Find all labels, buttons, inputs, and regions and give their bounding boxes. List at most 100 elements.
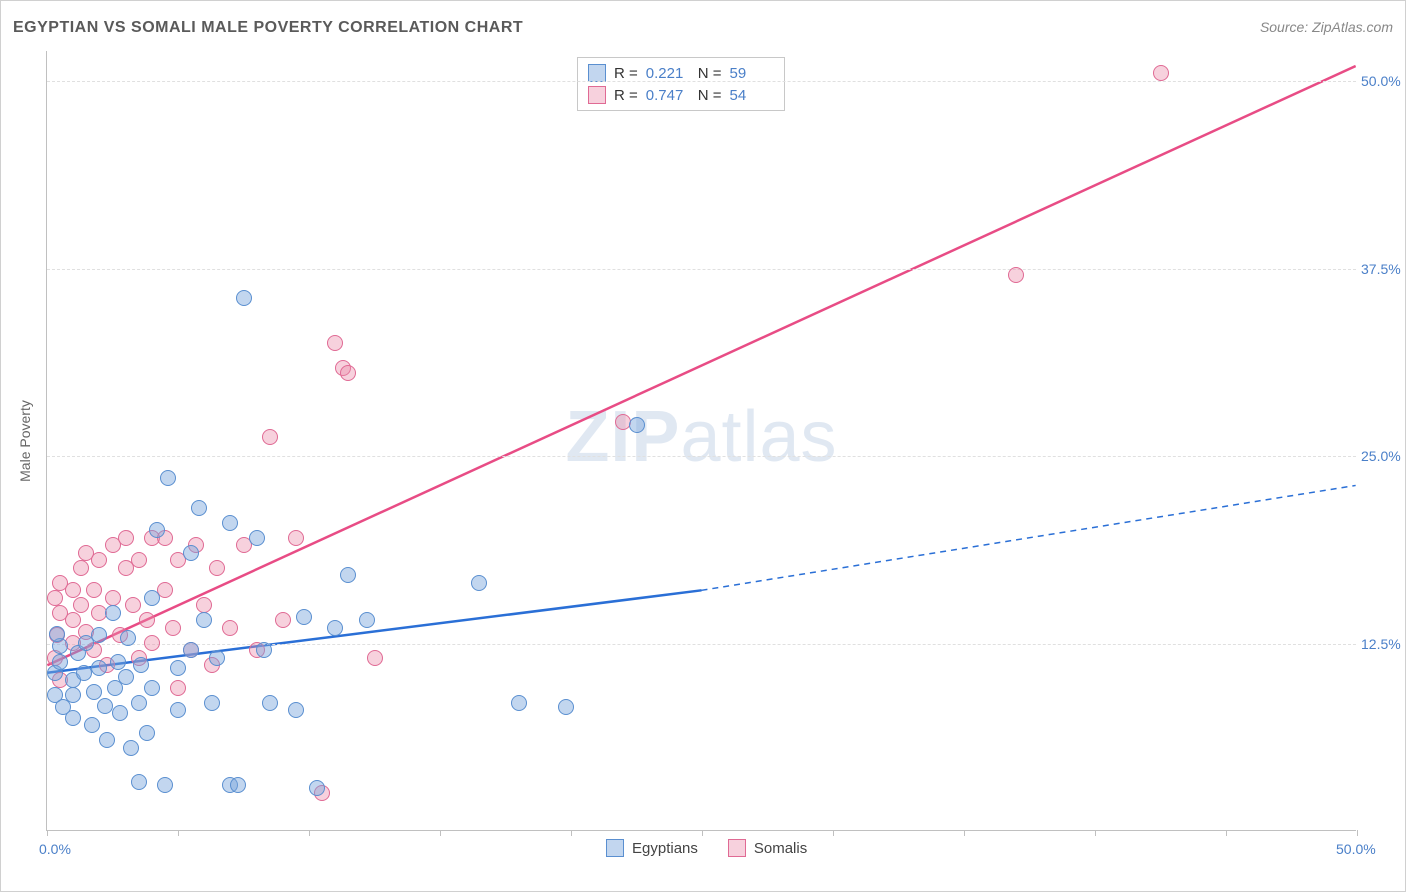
data-point-egyptians [170,660,186,676]
watermark: ZIPatlas [565,395,837,477]
data-point-somalis [131,552,147,568]
y-tick-label: 25.0% [1361,448,1406,464]
data-point-somalis [367,650,383,666]
data-point-egyptians [222,515,238,531]
data-point-egyptians [105,605,121,621]
x-tick [1226,830,1227,836]
y-axis-label: Male Poverty [17,400,33,482]
y-tick-label: 12.5% [1361,636,1406,652]
data-point-egyptians [191,500,207,516]
data-point-egyptians [149,522,165,538]
data-point-egyptians [511,695,527,711]
data-point-egyptians [309,780,325,796]
legend-n-value: 59 [730,65,774,82]
legend-item-egyptians: Egyptians [606,839,698,857]
chart-frame: EGYPTIAN VS SOMALI MALE POVERTY CORRELAT… [0,0,1406,892]
x-tick [1095,830,1096,836]
data-point-egyptians [97,698,113,714]
legend-r-label: R = [614,65,638,82]
legend-n-label: N = [698,65,722,82]
data-point-somalis [118,530,134,546]
data-point-egyptians [91,660,107,676]
legend-item-somalis: Somalis [728,839,807,857]
source-attribution: Source: ZipAtlas.com [1260,19,1393,35]
data-point-egyptians [160,470,176,486]
data-point-somalis [144,635,160,651]
data-point-somalis [73,560,89,576]
x-tick [309,830,310,836]
legend-correlation: R =0.221N =59R =0.747N =54 [577,57,785,111]
legend-r-value: 0.221 [646,65,690,82]
x-tick [1357,830,1358,836]
data-point-somalis [65,612,81,628]
x-tick [47,830,48,836]
data-point-egyptians [262,695,278,711]
legend-series: Egyptians Somalis [606,839,807,857]
data-point-egyptians [359,612,375,628]
legend-n-value: 54 [730,87,774,104]
data-point-egyptians [558,699,574,715]
data-point-somalis [222,620,238,636]
data-point-egyptians [183,545,199,561]
data-point-somalis [65,582,81,598]
trend-lines [47,51,1356,830]
data-point-egyptians [144,590,160,606]
data-point-somalis [196,597,212,613]
data-point-egyptians [236,290,252,306]
legend-swatch [728,839,746,857]
data-point-somalis [327,335,343,351]
data-point-egyptians [288,702,304,718]
data-point-egyptians [209,650,225,666]
data-point-egyptians [99,732,115,748]
data-point-egyptians [204,695,220,711]
data-point-egyptians [249,530,265,546]
data-point-somalis [73,597,89,613]
legend-n-label: N = [698,87,722,104]
gridline [47,81,1356,82]
data-point-egyptians [120,630,136,646]
data-point-egyptians [131,695,147,711]
legend-swatch [588,64,606,82]
data-point-somalis [91,552,107,568]
legend-label: Somalis [754,840,807,857]
data-point-egyptians [123,740,139,756]
data-point-egyptians [65,710,81,726]
data-point-egyptians [131,774,147,790]
x-tick-label-min: 0.0% [39,841,71,857]
data-point-egyptians [133,657,149,673]
data-point-egyptians [49,626,65,642]
data-point-egyptians [139,725,155,741]
data-point-somalis [105,590,121,606]
legend-swatch [606,839,624,857]
data-point-somalis [165,620,181,636]
plot-area: ZIPatlas R =0.221N =59R =0.747N =54 12.5… [46,51,1356,831]
data-point-egyptians [340,567,356,583]
x-tick [178,830,179,836]
data-point-somalis [1008,267,1024,283]
data-point-egyptians [118,669,134,685]
data-point-somalis [86,582,102,598]
data-point-egyptians [296,609,312,625]
data-point-egyptians [65,687,81,703]
title-bar: EGYPTIAN VS SOMALI MALE POVERTY CORRELAT… [13,19,1393,37]
data-point-egyptians [471,575,487,591]
gridline [47,456,1356,457]
data-point-egyptians [629,417,645,433]
data-point-somalis [275,612,291,628]
legend-row-somalis: R =0.747N =54 [588,84,774,106]
data-point-egyptians [76,665,92,681]
data-point-somalis [170,680,186,696]
data-point-somalis [139,612,155,628]
y-tick-label: 37.5% [1361,261,1406,277]
legend-r-value: 0.747 [646,87,690,104]
legend-swatch [588,86,606,104]
data-point-egyptians [256,642,272,658]
x-tick [964,830,965,836]
data-point-egyptians [144,680,160,696]
data-point-egyptians [110,654,126,670]
data-point-somalis [262,429,278,445]
data-point-egyptians [112,705,128,721]
data-point-egyptians [157,777,173,793]
chart-title: EGYPTIAN VS SOMALI MALE POVERTY CORRELAT… [13,19,523,37]
legend-label: Egyptians [632,840,698,857]
